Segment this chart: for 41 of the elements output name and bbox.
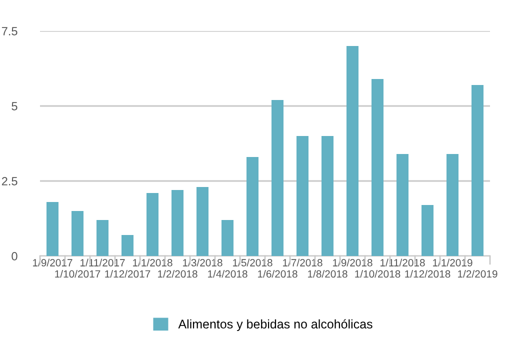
bar	[96, 220, 108, 256]
x-tick-label: 1/2/2019	[458, 270, 498, 278]
x-tick-label: 1/6/2018	[258, 270, 298, 278]
bar	[446, 154, 458, 256]
bar	[46, 202, 58, 256]
x-tick-label: 1/8/2018	[308, 270, 348, 278]
bar	[122, 235, 134, 256]
bar	[322, 136, 334, 256]
bar	[272, 100, 284, 256]
bar	[346, 46, 358, 256]
x-tick-label: 1/1/2019	[433, 258, 472, 266]
y-tick-label: 0	[12, 252, 18, 260]
bar	[196, 187, 208, 256]
bar	[172, 190, 184, 256]
x-tick-label: 1/9/2018	[333, 258, 372, 266]
x-tick-label: 1/11/2018	[380, 258, 425, 266]
bar	[472, 85, 484, 256]
y-tick-label: 2.5	[2, 177, 18, 186]
bar	[422, 205, 434, 256]
x-tick-label: 1/12/2017	[105, 270, 150, 278]
bar	[296, 136, 308, 256]
bar	[222, 220, 234, 256]
x-tick-label: 1/11/2017	[80, 258, 125, 266]
bar	[146, 193, 158, 256]
x-tick-label: 1/9/2017	[33, 258, 72, 266]
bar	[372, 79, 384, 256]
x-tick-label: 1/12/2018	[405, 270, 450, 278]
x-tick-label: 1/5/2018	[233, 258, 272, 266]
bar	[246, 157, 258, 256]
x-tick-label: 1/7/2018	[283, 258, 322, 266]
y-tick-label: 5	[12, 102, 18, 110]
x-tick-label: 1/4/2018	[208, 270, 248, 278]
bar	[72, 211, 84, 256]
x-tick-label: 1/10/2017	[55, 270, 100, 278]
x-tick-label: 1/1/2018	[133, 258, 172, 266]
x-tick-label: 1/10/2018	[355, 270, 400, 278]
legend-label: Alimentos y bebidas no alcohólicas	[178, 319, 372, 331]
x-tick-label: 1/3/2018	[183, 258, 222, 266]
y-tick-label: 7.5	[2, 27, 18, 36]
x-tick-label: 1/2/2018	[158, 270, 198, 278]
bar	[396, 154, 408, 256]
